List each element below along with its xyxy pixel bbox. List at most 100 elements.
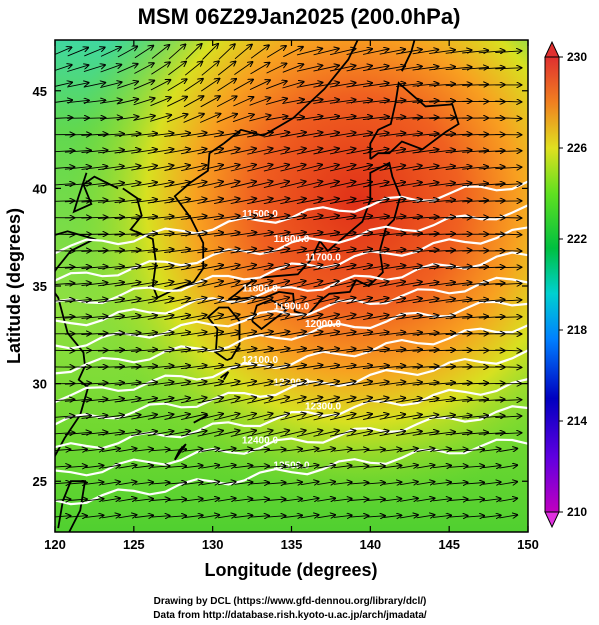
wind-vector (499, 515, 517, 518)
wind-vector (131, 266, 157, 270)
wind-vector (263, 198, 290, 205)
wind-vector (263, 314, 289, 321)
y-tick-label: 30 (33, 377, 47, 392)
coastline-segment (369, 81, 460, 160)
wind-vector (462, 50, 488, 53)
wind-vector (346, 382, 373, 387)
wind-vector (462, 283, 488, 286)
wind-vector (412, 432, 439, 436)
wind-vector (55, 383, 74, 384)
wind-vector (185, 44, 202, 60)
wind-vector (64, 267, 91, 269)
wind-vector (329, 381, 356, 387)
wind-vector (396, 431, 422, 436)
wind-vector (445, 399, 472, 402)
wind-vector (478, 68, 505, 70)
wind-vector (495, 317, 521, 318)
wind-vector (164, 265, 190, 271)
wind-vector (362, 133, 389, 137)
wind-vector (97, 366, 124, 367)
wind-vector (495, 167, 521, 169)
wind-vector (67, 83, 89, 88)
wind-vector (379, 398, 406, 403)
wind-vector (180, 431, 207, 437)
wind-vector (230, 182, 256, 188)
wind-vector (395, 83, 422, 86)
wind-vector (346, 182, 372, 188)
wind-vector (478, 317, 505, 318)
wind-vector (213, 332, 240, 337)
wind-vector (131, 431, 157, 436)
wind-vector (151, 45, 169, 59)
wind-vector (363, 165, 389, 172)
height-contour-label: 11700.0 (305, 252, 341, 263)
colorbar-tick-label: 230 (567, 50, 587, 64)
wind-vector (495, 101, 521, 102)
wind-vector (363, 149, 389, 155)
wind-vector (100, 100, 122, 104)
wind-vector (247, 249, 273, 254)
wind-vector (116, 82, 138, 89)
wind-vector (433, 449, 451, 451)
wind-vector (379, 199, 406, 204)
chart-title: MSM 06Z29Jan2025 (200.0hPa) (138, 4, 461, 29)
x-axis-label: Longitude (degrees) (204, 560, 377, 580)
wind-vector (379, 117, 406, 120)
wind-vector (131, 398, 157, 403)
wind-vector (263, 281, 289, 288)
wind-vector (433, 499, 451, 501)
wind-vector (379, 332, 406, 336)
wind-vector (383, 499, 402, 501)
wind-vector (329, 83, 356, 88)
wind-vector (363, 315, 389, 321)
wind-vector (98, 399, 124, 403)
wind-vector (184, 449, 203, 451)
wind-vector (197, 149, 223, 155)
wind-vector (346, 83, 373, 88)
wind-vector (400, 449, 418, 452)
wind-vector (280, 132, 306, 138)
wind-vector (133, 116, 155, 121)
wind-vector (350, 466, 368, 467)
wind-vector (131, 233, 157, 235)
wind-vector (313, 365, 339, 370)
wind-vector (147, 266, 174, 270)
wind-vector (280, 414, 306, 421)
height-contour-line (55, 324, 528, 404)
wind-vector (180, 365, 207, 370)
wind-vector (180, 149, 207, 155)
wind-vector (445, 383, 472, 385)
wind-vector (329, 165, 355, 172)
wind-vector (412, 415, 439, 420)
wind-vector (147, 382, 174, 386)
wind-vector (250, 466, 269, 467)
wind-vector (346, 414, 372, 421)
wind-vector (429, 415, 455, 420)
wind-vector (102, 482, 120, 485)
wind-vector (462, 416, 488, 419)
wind-vector (234, 466, 253, 468)
wind-vector (379, 315, 406, 320)
x-tick-label: 150 (517, 537, 539, 552)
wind-vector (81, 134, 107, 135)
wind-vector (134, 46, 153, 59)
wind-vector (400, 515, 418, 518)
wind-vector (97, 266, 124, 269)
wind-vector (267, 466, 286, 467)
wind-vector (168, 449, 186, 450)
wind-vector (445, 67, 472, 70)
wind-vector (429, 250, 455, 252)
wind-vector (429, 399, 455, 403)
wind-vector (445, 183, 472, 186)
y-tick-label: 45 (33, 84, 47, 99)
wind-vector (218, 44, 235, 60)
wind-vector (379, 83, 406, 88)
wind-vector (214, 199, 240, 205)
wind-vector (396, 382, 422, 385)
wind-vector (346, 216, 372, 220)
wind-vector (97, 350, 124, 351)
wind-vector (266, 46, 286, 58)
wind-vector (416, 515, 435, 518)
wind-vector (250, 45, 269, 59)
wind-vector (263, 265, 289, 271)
